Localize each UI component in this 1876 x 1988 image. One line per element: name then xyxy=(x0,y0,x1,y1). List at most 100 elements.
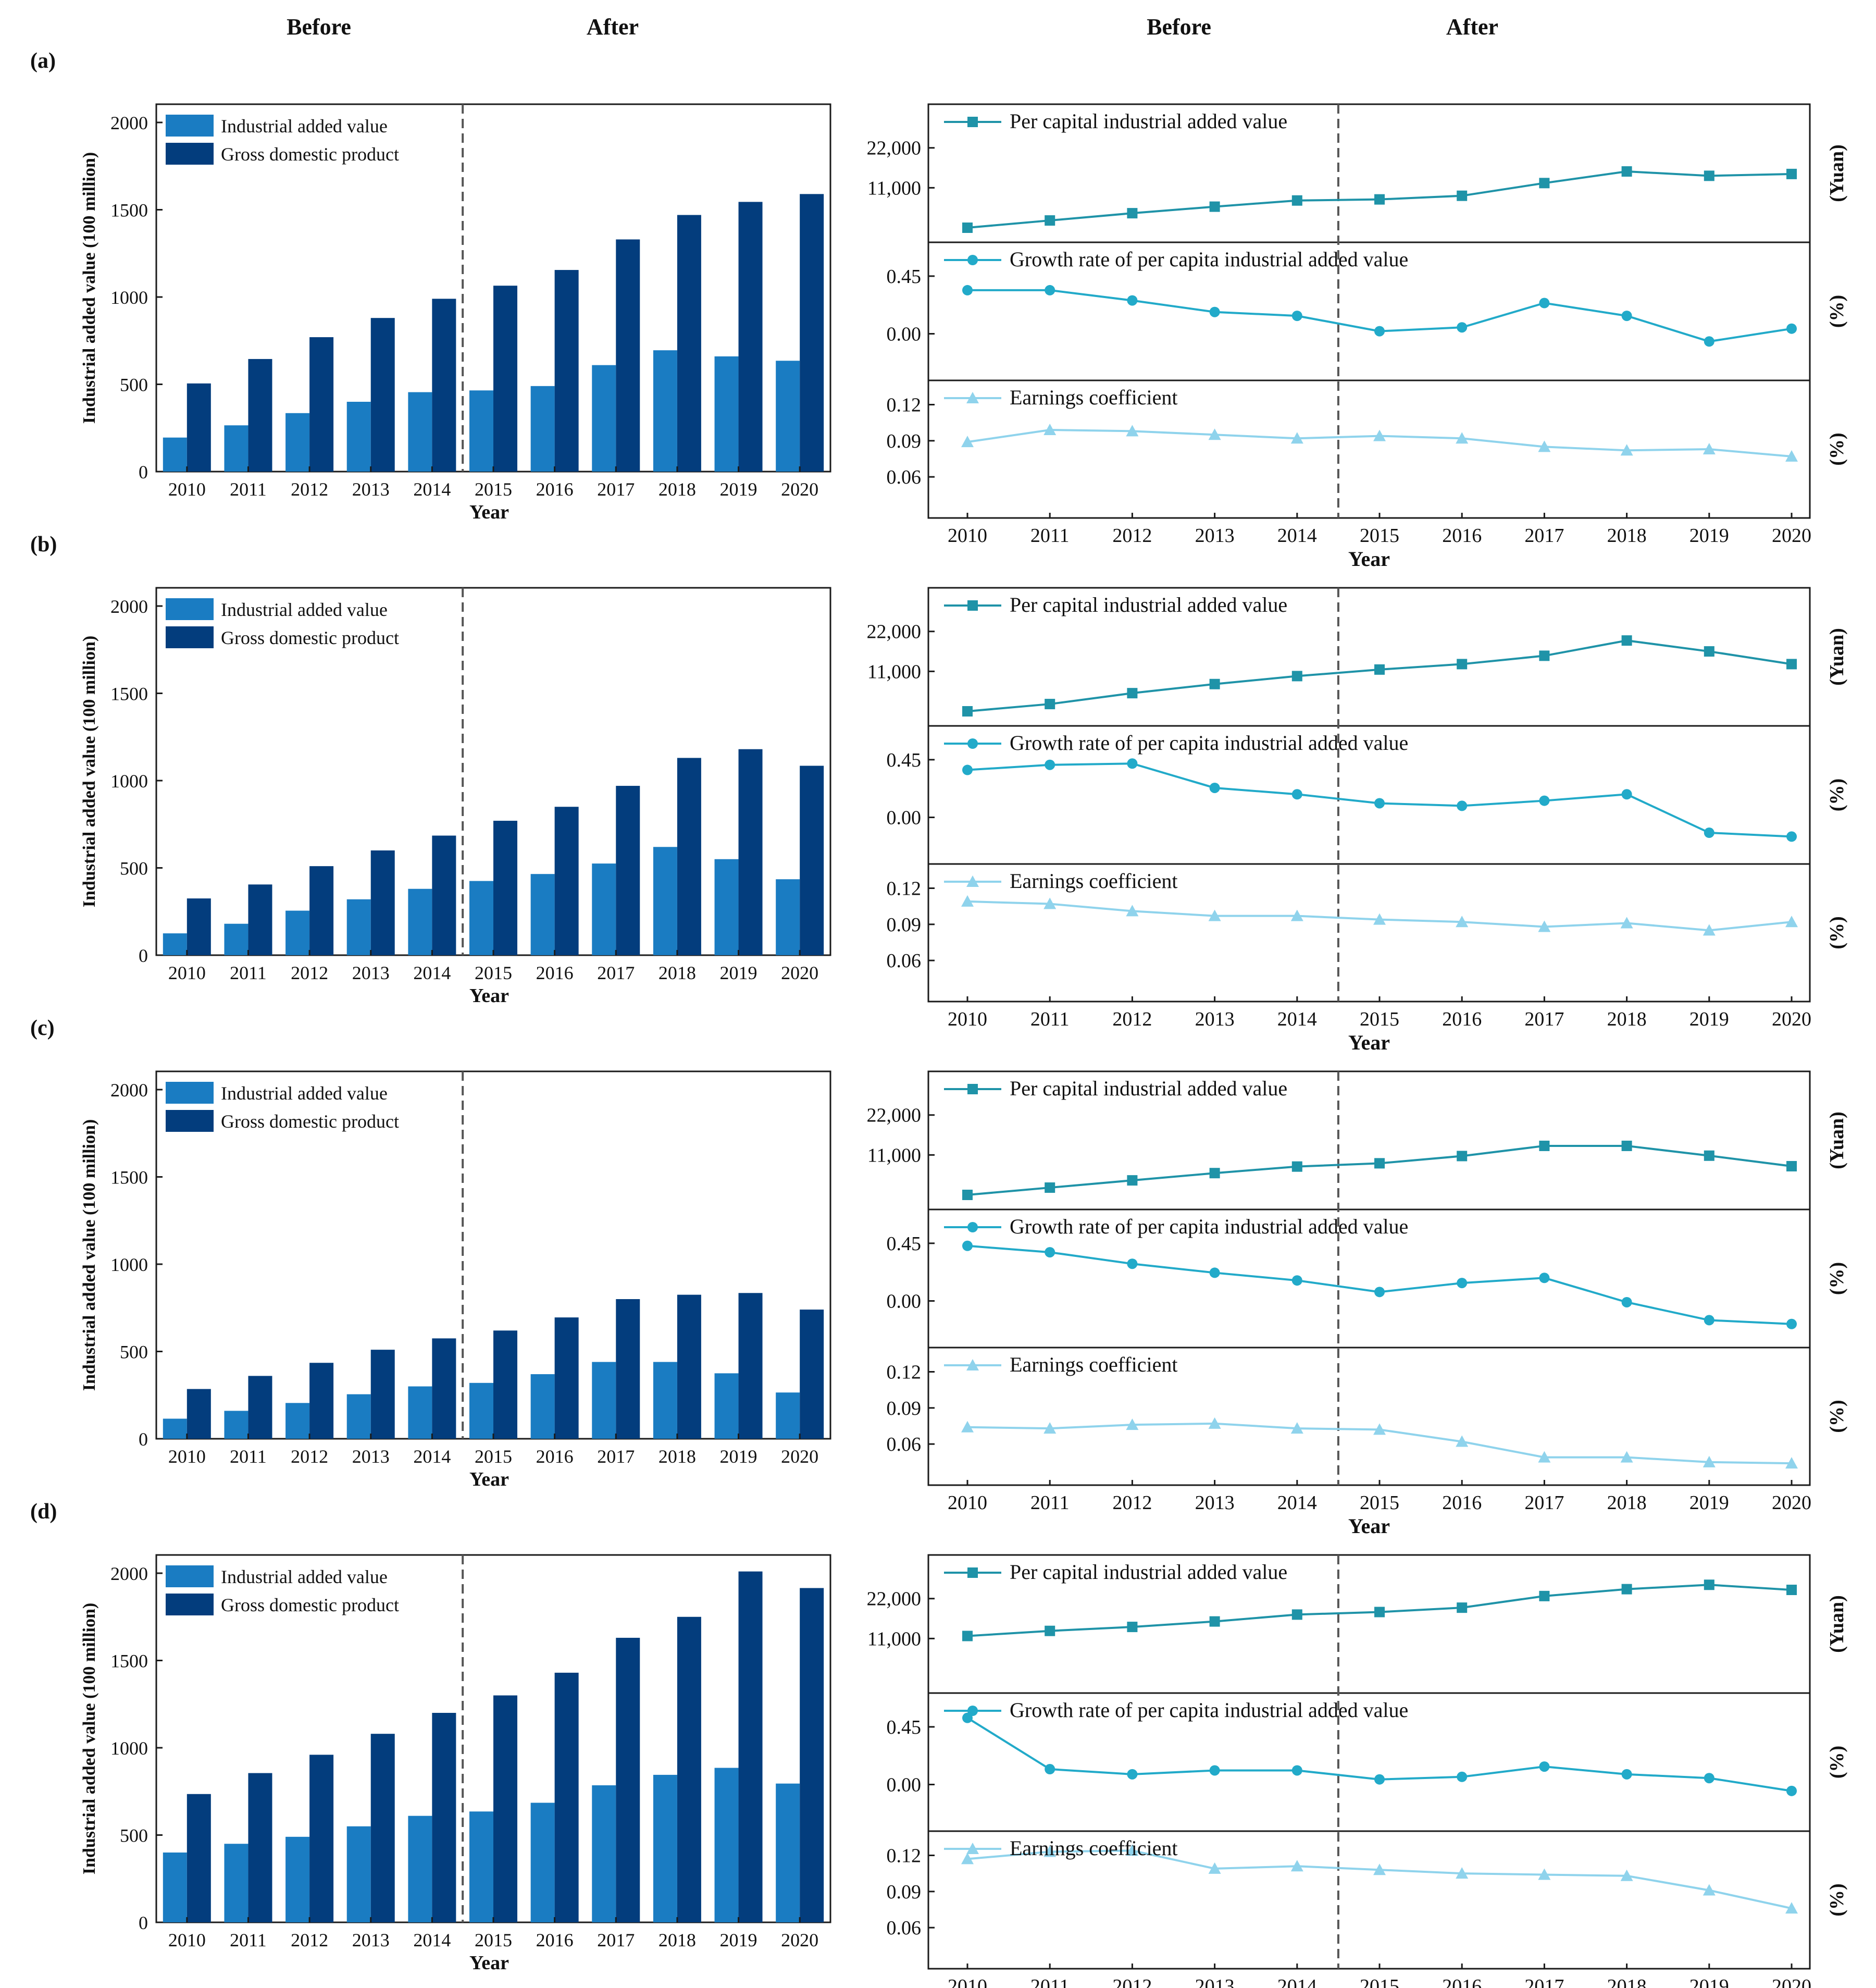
line-x-axis-label: Year xyxy=(1348,1031,1390,1054)
bar-y-tick-label: 0 xyxy=(139,462,148,483)
line-x-tick-label: 2016 xyxy=(1442,1008,1482,1030)
bar-gross-domestic-product xyxy=(187,1794,211,1922)
bar-industrial-added-value xyxy=(776,361,800,472)
line-y-tick-label: 0.06 xyxy=(887,1434,922,1455)
line-point-circle xyxy=(1704,336,1715,347)
line-point-circle xyxy=(1539,1273,1550,1283)
line-point-circle xyxy=(1621,1769,1632,1780)
bar-y-tick-label: 1500 xyxy=(110,1651,148,1672)
bar-gross-domestic-product xyxy=(187,383,211,472)
line-point-triangle xyxy=(961,895,974,907)
line-point-square xyxy=(1045,699,1055,710)
line-point-square xyxy=(1457,1151,1468,1162)
line-x-tick-label: 2020 xyxy=(1772,1492,1811,1514)
bar-gross-domestic-product xyxy=(616,786,640,955)
bar-industrial-added-value xyxy=(653,350,677,472)
bar-x-tick-label: 2013 xyxy=(352,962,390,983)
line-plot-frame xyxy=(927,587,1811,1003)
bar-y-axis-label: Industrial added value (100 million) xyxy=(80,152,99,424)
line-point-triangle xyxy=(1785,450,1798,462)
bar-gross-domestic-product xyxy=(800,194,824,472)
line-unit-label: (Yuan) xyxy=(1826,1595,1848,1653)
line-point-triangle xyxy=(1126,1844,1139,1856)
line-point-triangle xyxy=(1208,428,1221,440)
legend-swatch xyxy=(166,1110,214,1132)
bar-industrial-added-value xyxy=(285,1403,310,1439)
bar-gross-domestic-product xyxy=(800,1310,824,1439)
line-y-tick-label: 11,000 xyxy=(867,1628,921,1650)
line-unit-label: (%) xyxy=(1826,1400,1848,1433)
line-unit-label: (%) xyxy=(1826,1746,1848,1779)
line-point-square xyxy=(1539,650,1550,661)
bar-x-tick-label: 2016 xyxy=(536,1930,574,1950)
line-point-circle xyxy=(1127,758,1138,769)
line-point-circle xyxy=(1127,1258,1138,1269)
bar-gross-domestic-product xyxy=(554,1672,579,1922)
line-point-triangle xyxy=(1290,909,1303,921)
line-point-triangle xyxy=(1620,917,1633,929)
bar-industrial-added-value xyxy=(469,390,493,472)
line-point-circle xyxy=(1374,798,1385,809)
bar-industrial-added-value xyxy=(408,1816,432,1922)
bar-industrial-added-value xyxy=(714,859,739,955)
line-point-triangle xyxy=(1456,432,1469,444)
bar-gross-domestic-product xyxy=(738,749,763,955)
line-legend-marker xyxy=(967,738,978,749)
bar-x-tick-label: 2020 xyxy=(781,962,818,983)
bar-gross-domestic-product xyxy=(432,835,456,955)
line-point-triangle xyxy=(1126,425,1139,437)
line-plot-frame xyxy=(927,1554,1811,1970)
bar-x-tick-label: 2018 xyxy=(659,479,696,500)
line-point-circle xyxy=(1045,285,1055,295)
bar-x-tick-label: 2013 xyxy=(352,1930,390,1950)
bar-y-tick-label: 2000 xyxy=(110,113,148,133)
line-point-circle xyxy=(1291,1765,1302,1776)
line-point-circle xyxy=(1786,1785,1797,1796)
bar-x-tick-label: 2012 xyxy=(291,962,328,983)
line-point-circle xyxy=(1704,1773,1715,1784)
bar-industrial-added-value xyxy=(469,1382,493,1439)
line-x-tick-label: 2010 xyxy=(948,1008,987,1030)
bar-x-tick-label: 2019 xyxy=(720,1446,757,1467)
bar-y-tick-label: 1000 xyxy=(110,287,148,308)
line-point-triangle xyxy=(1126,905,1139,917)
bar-gross-domestic-product xyxy=(309,1755,334,1922)
bar-gross-domestic-product xyxy=(800,765,824,955)
line-legend-label: Growth rate of per capita industrial add… xyxy=(1010,731,1408,755)
bar-x-tick-label: 2017 xyxy=(597,479,635,500)
bar-x-tick-label: 2020 xyxy=(781,1930,818,1950)
bar-gross-domestic-product xyxy=(493,286,517,472)
bar-x-tick-label: 2010 xyxy=(168,1446,206,1467)
line-point-square xyxy=(1374,1158,1385,1169)
bar-gross-domestic-product xyxy=(309,1363,334,1439)
legend-label: Gross domestic product xyxy=(221,627,399,648)
line-x-tick-label: 2017 xyxy=(1524,1492,1564,1514)
line-point-circle xyxy=(1621,789,1632,800)
legend-label: Industrial added value xyxy=(221,1566,388,1587)
line-point-square xyxy=(1704,1579,1715,1590)
line-point-triangle xyxy=(1290,1860,1303,1872)
line-y-tick-label: 0.12 xyxy=(887,394,922,416)
bar-gross-domestic-product xyxy=(677,1616,701,1922)
line-legend-marker xyxy=(966,875,979,887)
line-y-tick-label: 0.45 xyxy=(887,1717,922,1738)
legend-label: Gross domestic product xyxy=(221,1595,399,1615)
line-point-square xyxy=(1704,646,1715,657)
line-point-triangle xyxy=(1043,424,1057,436)
line-point-circle xyxy=(1786,831,1797,842)
bar-industrial-added-value xyxy=(224,1411,249,1439)
line-x-tick-label: 2019 xyxy=(1689,525,1729,547)
line-point-square xyxy=(1621,1140,1632,1151)
line-point-triangle xyxy=(1538,440,1551,452)
line-point-triangle xyxy=(1703,443,1716,454)
bar-industrial-added-value xyxy=(592,365,616,472)
line-point-square xyxy=(1209,678,1220,689)
bar-industrial-added-value xyxy=(285,413,310,472)
bar-x-tick-label: 2012 xyxy=(291,1930,328,1950)
bar-gross-domestic-product xyxy=(738,1293,763,1439)
line-point-triangle xyxy=(1373,1423,1386,1435)
line-point-triangle xyxy=(1208,909,1221,921)
bar-x-tick-label: 2013 xyxy=(352,1446,390,1467)
line-point-circle xyxy=(1457,1771,1468,1782)
line-x-tick-label: 2014 xyxy=(1277,1975,1317,1988)
